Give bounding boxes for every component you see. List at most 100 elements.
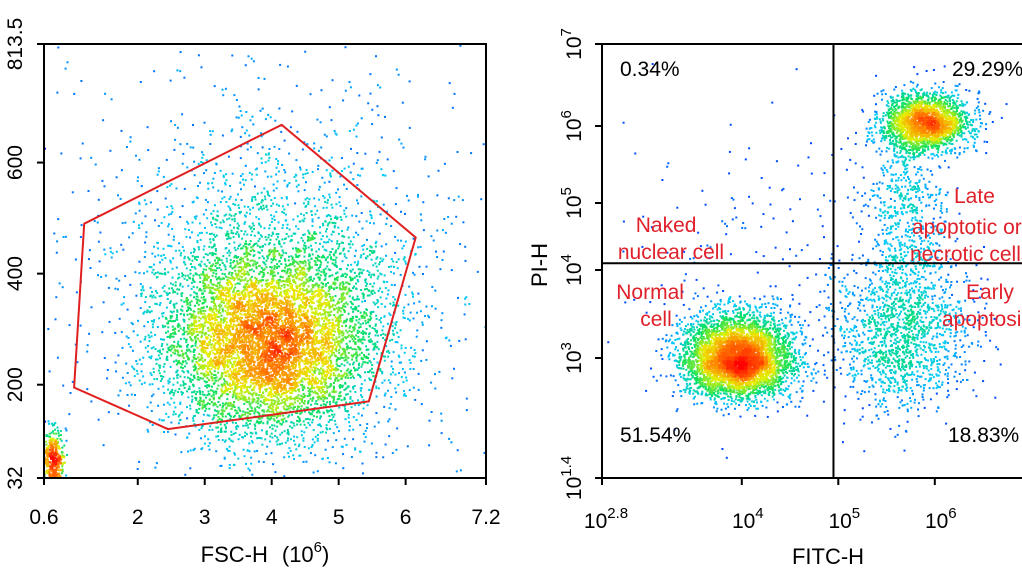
event-dot: [335, 203, 338, 206]
event-dot: [251, 398, 254, 401]
event-dot: [359, 325, 362, 328]
event-dot: [334, 215, 337, 218]
event-dot: [183, 76, 186, 79]
event-dot: [363, 379, 366, 382]
event-dot: [390, 360, 393, 363]
event-dot: [177, 277, 179, 280]
event-dot: [46, 482, 48, 484]
event-dot: [353, 336, 356, 339]
event-dot: [255, 432, 258, 435]
event-dot: [165, 158, 168, 161]
event-dot: [169, 345, 172, 348]
event-dot: [300, 411, 303, 414]
event-dot: [261, 255, 264, 258]
event-dot: [146, 126, 149, 129]
event-dot: [166, 343, 169, 346]
event-dot: [257, 202, 260, 205]
event-dot: [308, 393, 311, 395]
event-dot: [434, 387, 437, 390]
event-dot: [303, 400, 306, 402]
event-dot: [311, 285, 314, 288]
event-dot: [251, 115, 254, 118]
event-dot: [334, 251, 337, 254]
event-dot: [93, 220, 96, 222]
event-dot: [38, 456, 40, 458]
event-dot: [224, 30, 226, 32]
event-dot: [233, 391, 236, 394]
event-dot: [145, 231, 148, 234]
event-dot: [68, 324, 71, 327]
event-dot: [233, 256, 236, 259]
event-dot: [276, 250, 279, 252]
event-dot: [351, 277, 354, 280]
event-dot: [62, 484, 64, 486]
event-dot: [148, 266, 151, 268]
event-dot: [187, 256, 190, 259]
event-dot: [396, 267, 399, 270]
event-dot: [217, 430, 220, 433]
event-dot: [127, 336, 130, 339]
event-dot: [254, 425, 257, 428]
event-dot: [367, 321, 370, 324]
event-dot: [207, 329, 210, 332]
event-dot: [231, 267, 234, 270]
event-dot: [337, 232, 340, 235]
event-dot: [55, 502, 57, 504]
event-dot: [0, 171, 1, 173]
event-dot: [140, 289, 143, 292]
event-dot: [252, 60, 255, 63]
event-dot: [222, 391, 225, 394]
event-dot: [144, 346, 147, 349]
event-dot: [465, 397, 468, 400]
event-dot: [320, 256, 323, 259]
event-dot: [213, 300, 215, 303]
event-dot: [286, 280, 289, 283]
event-dot: [402, 309, 405, 312]
event-dot: [61, 446, 64, 449]
event-dot: [41, 439, 43, 441]
event-dot: [109, 247, 112, 250]
event-dot: [234, 286, 237, 289]
event-dot: [266, 403, 269, 405]
event-dot: [209, 289, 212, 292]
event-dot: [300, 272, 302, 275]
event-dot: [171, 283, 174, 286]
event-dot: [172, 413, 175, 416]
event-dot: [350, 147, 352, 150]
event-dot: [143, 256, 146, 258]
event-dot: [196, 370, 199, 373]
event-dot: [261, 396, 264, 399]
event-dot: [200, 289, 203, 292]
event-dot: [246, 433, 248, 436]
event-dot: [176, 376, 179, 379]
event-dot: [206, 259, 209, 262]
event-dot: [117, 194, 119, 197]
event-dot: [174, 389, 177, 392]
event-dot: [316, 392, 319, 395]
event-dot: [248, 450, 251, 453]
event-dot: [448, 339, 451, 342]
event-dot: [131, 497, 133, 499]
event-dot: [175, 266, 178, 269]
event-dot: [281, 269, 284, 272]
event-dot: [334, 278, 337, 281]
event-dot: [355, 319, 358, 322]
event-dot: [337, 226, 340, 229]
event-dot: [220, 427, 223, 430]
event-dot: [234, 409, 237, 412]
event-dot: [211, 253, 214, 256]
event-dot: [405, 376, 408, 379]
event-dot: [292, 276, 295, 279]
event-dot: [243, 288, 246, 291]
event-dot: [195, 341, 197, 343]
event-dot: [376, 329, 379, 332]
event-dot: [346, 374, 349, 377]
event-dot: [46, 479, 48, 481]
event-dot: [152, 346, 155, 349]
event-dot: [192, 146, 195, 149]
event-dot: [354, 448, 357, 451]
event-dot: [168, 244, 171, 247]
event-dot: [351, 399, 354, 402]
event-dot: [230, 404, 233, 407]
event-dot: [356, 199, 358, 202]
